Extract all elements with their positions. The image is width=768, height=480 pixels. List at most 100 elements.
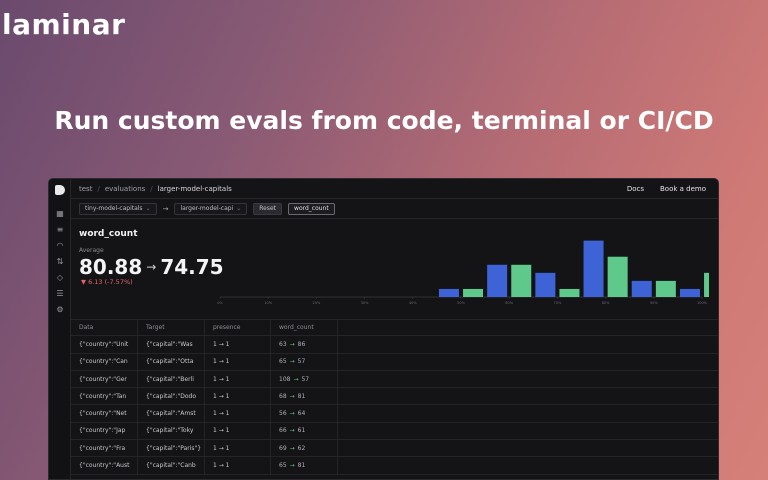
header-presence[interactable]: presence bbox=[205, 320, 271, 336]
breadcrumb-separator: / bbox=[97, 184, 100, 193]
change-arrow-icon: → bbox=[289, 462, 295, 470]
cell-presence: 1 → 1 bbox=[205, 405, 271, 422]
average-values: 80.88 → 74.75 bbox=[79, 255, 224, 279]
cell-data: {"country":"Tan bbox=[71, 388, 138, 405]
x-tick-label: 80% bbox=[602, 301, 610, 305]
word-count-to: 62 bbox=[297, 444, 306, 452]
right-eval-select[interactable]: larger-model-capi ⌄ bbox=[174, 202, 248, 215]
book-demo-link[interactable]: Book a demo bbox=[659, 184, 706, 193]
laminar-logo: laminar bbox=[2, 8, 126, 41]
x-tick-label: 10% bbox=[264, 301, 272, 305]
histogram-bar[interactable] bbox=[679, 288, 700, 297]
header-data[interactable]: Data bbox=[71, 320, 138, 336]
word-count-to: 61 bbox=[297, 427, 306, 435]
left-eval-select[interactable]: tiny-model-capitals ⌄ bbox=[79, 202, 157, 215]
breadcrumb-item-project[interactable]: test bbox=[79, 184, 93, 193]
change-arrow-icon: → bbox=[289, 410, 295, 418]
header-word-count[interactable]: word_count bbox=[271, 320, 338, 336]
histogram-bar[interactable] bbox=[535, 272, 556, 297]
dashboard-icon[interactable]: ▦ bbox=[56, 209, 64, 218]
average-delta: ▼ 6.13 (-7.57%) bbox=[81, 278, 133, 286]
sidebar-rail: ▦ ≡ ◠ ⇅ ◇ ☰ ⚙ bbox=[49, 179, 71, 479]
header-target[interactable]: Target bbox=[138, 320, 205, 336]
cell-data: {"country":"Net bbox=[71, 405, 138, 422]
cell-presence: 1 → 1 bbox=[205, 370, 271, 388]
table-header: Data Target presence word_count bbox=[71, 319, 718, 337]
table-row[interactable]: {"country":"Aust {"capital":"Canb 1 → 1 65 →… bbox=[71, 457, 718, 475]
reset-button[interactable]: Reset bbox=[253, 202, 283, 215]
cell-target: {"capital":"Was bbox=[138, 336, 205, 353]
metric-select[interactable]: word_count bbox=[288, 202, 335, 215]
x-tick-label: 50% bbox=[457, 301, 465, 305]
x-tick-label: 0% bbox=[217, 301, 223, 305]
docs-link[interactable]: Docs bbox=[626, 184, 644, 193]
change-arrow-icon: → bbox=[289, 427, 295, 435]
cell-data: {"country":"Unit bbox=[71, 336, 138, 353]
database-icon[interactable]: ≡ bbox=[56, 225, 64, 234]
cell-word-count: 63 → 86 bbox=[271, 336, 338, 353]
cell-presence: 1 → 1 bbox=[205, 388, 271, 405]
x-tick-label: 60% bbox=[505, 301, 513, 305]
results-table: Data Target presence word_count {"countr… bbox=[71, 319, 718, 479]
cell-data: {"country":"Can bbox=[71, 353, 138, 370]
breadcrumb-item-evaluations[interactable]: evaluations bbox=[104, 184, 146, 193]
word-count-to: 57 bbox=[297, 358, 306, 366]
word-count-from: 65 bbox=[279, 462, 287, 470]
change-arrow-icon: → bbox=[289, 340, 295, 348]
table-row[interactable]: {"country":"Tan {"capital":"Dodo 1 → 1 68 → 8… bbox=[71, 388, 718, 406]
change-arrow-icon: → bbox=[289, 358, 295, 366]
table-row[interactable]: {"country":"Can {"capital":"Otta 1 → 1 65 → 5… bbox=[71, 353, 718, 371]
cell-presence: 1 → 1 bbox=[205, 353, 271, 370]
word-count-to: 81 bbox=[297, 462, 306, 470]
cell-target: {"capital":"Paris"} bbox=[138, 440, 205, 457]
word-count-to: 64 bbox=[297, 410, 306, 418]
cell-presence: 1 → 1 bbox=[205, 422, 271, 440]
change-arrow-icon: → bbox=[289, 392, 295, 400]
word-count-from: 66 bbox=[279, 427, 287, 435]
metric-title: word_count bbox=[79, 229, 138, 239]
breadcrumb-bar: test / evaluations / larger-model-capita… bbox=[71, 179, 718, 199]
x-tick-label: 90% bbox=[650, 301, 658, 305]
swap-icon[interactable]: ⇅ bbox=[56, 257, 64, 266]
change-arrow-icon: → bbox=[293, 375, 299, 383]
histogram-bar[interactable] bbox=[607, 256, 628, 297]
histogram-bar[interactable] bbox=[438, 288, 459, 297]
app-brand-icon[interactable] bbox=[55, 185, 65, 195]
histogram-bar[interactable] bbox=[704, 272, 709, 297]
cell-word-count: 69 → 62 bbox=[271, 440, 338, 457]
cell-word-count: 108 → 57 bbox=[271, 370, 338, 388]
arrow-right-icon: → bbox=[146, 260, 157, 274]
table-row[interactable]: {"country":"Unit {"capital":"Was 1 → 1 63 → 8… bbox=[71, 336, 718, 354]
cell-target: {"capital":"Canb bbox=[138, 457, 205, 474]
cell-presence: 1 → 1 bbox=[205, 440, 271, 457]
change-arrow-icon: → bbox=[289, 444, 295, 452]
histogram-bar[interactable] bbox=[463, 288, 484, 297]
histogram-bar[interactable] bbox=[583, 240, 604, 297]
table-row[interactable]: {"country":"Jap {"capital":"Toky 1 → 1 66 → 6… bbox=[71, 422, 718, 441]
cell-target: {"capital":"Amst bbox=[138, 405, 205, 422]
table-row[interactable]: {"country":"Ger {"capital":"Berli 1 → 1 108… bbox=[71, 370, 718, 389]
x-tick-label: 40% bbox=[409, 301, 417, 305]
table-row[interactable]: {"country":"Net {"capital":"Amst 1 → 1 56 → 6… bbox=[71, 405, 718, 423]
word-count-to: 86 bbox=[297, 340, 306, 348]
cell-data: {"country":"Aust bbox=[71, 457, 138, 474]
histogram-bar[interactable] bbox=[487, 264, 508, 297]
word-count-from: 68 bbox=[279, 392, 287, 400]
settings-icon[interactable]: ⚙ bbox=[56, 305, 64, 314]
stack-icon[interactable]: ☰ bbox=[56, 289, 64, 298]
histogram-bar[interactable] bbox=[559, 288, 580, 297]
average-to: 74.75 bbox=[160, 255, 224, 279]
app-window: ▦ ≡ ◠ ⇅ ◇ ☰ ⚙ test / evaluations / large… bbox=[48, 178, 719, 480]
x-tick-label: 70% bbox=[554, 301, 562, 305]
x-tick-label: 20% bbox=[313, 301, 321, 305]
histogram-bar[interactable] bbox=[655, 280, 676, 297]
histogram-bar[interactable] bbox=[511, 264, 532, 297]
cell-data: {"country":"Jap bbox=[71, 422, 138, 440]
breadcrumb-separator: / bbox=[150, 184, 153, 193]
diamond-icon[interactable]: ◇ bbox=[56, 273, 64, 282]
cell-presence: 1 → 1 bbox=[205, 336, 271, 353]
gauge-icon[interactable]: ◠ bbox=[56, 241, 64, 250]
word-count-from: 108 bbox=[279, 375, 291, 383]
histogram-bar[interactable] bbox=[631, 280, 652, 297]
